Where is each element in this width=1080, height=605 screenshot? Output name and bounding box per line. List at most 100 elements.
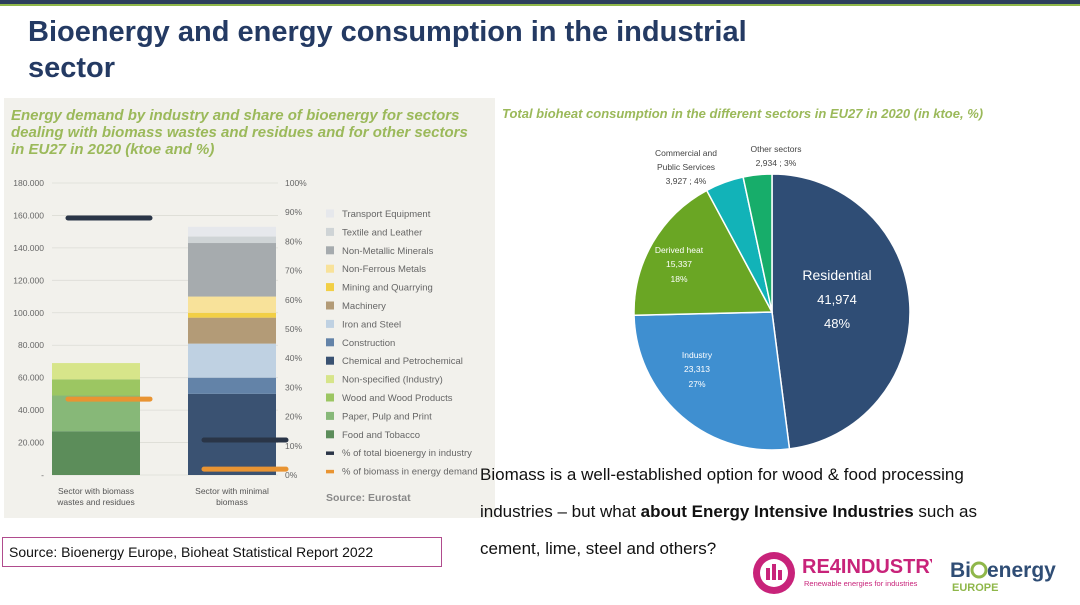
legend-label: Transport Equipment <box>342 209 431 220</box>
pie-label-value: 3,927 ; 4% <box>666 176 707 186</box>
legend-label: Iron and Steel <box>342 319 401 330</box>
y-tick-label: 140.000 <box>13 243 44 253</box>
pie-chart-title: Total bioheat consumption in the differe… <box>502 106 984 121</box>
pie-label-value: 15,337 <box>666 259 692 269</box>
bioenergy-logo-part-b: energy <box>987 559 1056 582</box>
bar-segment <box>188 312 276 318</box>
bar-chart-source: Source: Eurostat <box>326 492 411 504</box>
source-box: Source: Bioenergy Europe, Bioheat Statis… <box>2 537 442 567</box>
legend-swatch <box>326 283 334 292</box>
legend-label: Paper, Pulp and Print <box>342 411 432 422</box>
legend-label: % of biomass in energy demand <box>342 467 478 478</box>
bioenergy-logo-leaf-icon <box>970 561 988 579</box>
legend-swatch <box>326 375 334 384</box>
bar-segment <box>188 236 276 244</box>
y-tick-label: 80.000 <box>18 340 44 350</box>
legend-swatch <box>326 411 334 420</box>
body-text: Biomass is a well-established option for… <box>480 456 1040 567</box>
legend-swatch <box>326 430 334 439</box>
bar-segment <box>188 296 276 313</box>
legend-swatch <box>326 246 334 255</box>
pie-slice <box>633 189 774 317</box>
body-text-part1: Biomass is a well-established option for… <box>480 465 964 521</box>
body-text-part2: such as cement, lime, steel and others? <box>480 502 977 558</box>
y2-tick-label: 30% <box>285 382 302 392</box>
x-category-label: Sector with minimal biomass <box>195 486 269 507</box>
legend-swatch <box>326 393 334 402</box>
y2-tick-label: 90% <box>285 207 302 217</box>
pie-label-pct: 27% <box>688 379 705 389</box>
y-tick-label: 60.000 <box>18 373 44 383</box>
y-tick-label: 160.000 <box>13 210 44 220</box>
legend-label: % of total bioenergy in industry <box>342 448 472 459</box>
legend-label: Construction <box>342 338 395 349</box>
pie-slice <box>742 173 773 313</box>
legend-swatch <box>326 209 334 218</box>
pie-label-value: 2,934 ; 3% <box>756 158 797 168</box>
bar-segment <box>188 226 276 237</box>
bar-segment <box>52 379 140 396</box>
bar-segment <box>52 363 140 380</box>
legend-label: Non-Ferrous Metals <box>342 264 426 275</box>
legend-label: Chemical and Petrochemical <box>342 356 463 367</box>
top-accent-bar-green <box>0 4 1080 6</box>
re4industry-logo-subtext: Renewable energies for industries <box>804 579 918 588</box>
legend-label: Mining and Quarrying <box>342 283 433 294</box>
pie-label-name: Other sectors <box>750 144 801 154</box>
x-category-label: Sector with biomass wastes and residues <box>56 486 135 507</box>
y-tick-label: - <box>41 470 44 480</box>
y2-tick-label: 60% <box>285 295 302 305</box>
y2-tick-label: 80% <box>285 236 302 246</box>
bar-chart-title: Energy demand by industry and share of b… <box>11 107 468 158</box>
y2-tick-label: 0% <box>285 470 298 480</box>
legend-swatch <box>326 227 334 236</box>
pie-slice <box>633 311 791 451</box>
bioenergy-logo-subtext: EUROPE <box>952 582 998 594</box>
y2-tick-label: 100% <box>285 178 307 188</box>
legend-label: Non-Metallic Minerals <box>342 246 434 257</box>
pie-label-name: Industry <box>682 350 713 360</box>
y2-tick-label: 20% <box>285 412 302 422</box>
legend-label: Food and Tobacco <box>342 430 420 441</box>
pie-label-name: Derived heat <box>655 245 704 255</box>
legend-swatch <box>326 319 334 328</box>
bioenergy-logo-part-a: Bi <box>950 559 971 582</box>
pie-chart: Residential 41,974 48% Industry 23,313 27% Der… <box>633 144 911 451</box>
bar-segment <box>188 243 276 297</box>
legend-label: Textile and Leather <box>342 227 422 238</box>
top-accent-bar <box>0 0 1080 4</box>
pie-label-name: Public Services <box>657 162 715 172</box>
bar-segment <box>188 317 276 344</box>
y-tick-label: 100.000 <box>13 308 44 318</box>
pie-label-name: Residential <box>802 267 871 283</box>
legend-swatch <box>326 264 334 273</box>
legend-swatch <box>326 356 334 365</box>
legend-label: Wood and Wood Products <box>342 393 453 404</box>
y2-tick-label: 10% <box>285 441 302 451</box>
y-tick-label: 120.000 <box>13 275 44 285</box>
stacked-bar-chart: - 20.000 40.000 60.000 80.000 100.000 120.000 1… <box>13 178 478 507</box>
pie-label-pct: 18% <box>670 274 687 284</box>
re4industry-logo: RE4INDUSTRY Renewable energies for indus… <box>753 552 932 594</box>
body-text-bold: about Energy Intensive Industries <box>640 502 914 521</box>
bar-segment <box>188 393 276 475</box>
y-tick-label: 40.000 <box>18 405 44 415</box>
pie-label-pct: 48% <box>824 316 850 331</box>
pie-label-value: 41,974 <box>817 292 857 307</box>
y-tick-label: 180.000 <box>13 178 44 188</box>
bar-segment <box>188 343 276 378</box>
legend-swatch <box>326 338 334 347</box>
y2-tick-label: 70% <box>285 266 302 276</box>
bioenergy-europe-logo: Bi energy EUROPE <box>950 559 1056 594</box>
pie-label-name: Commercial and <box>655 148 717 158</box>
legend-label: Machinery <box>342 301 386 312</box>
y-tick-label: 20.000 <box>18 438 44 448</box>
pie-label-value: 23,313 <box>684 364 710 374</box>
re4industry-logo-text: RE4INDUSTRY <box>802 556 932 578</box>
y2-tick-label: 40% <box>285 353 302 363</box>
bar-segment <box>52 431 140 475</box>
slide-title: Bioenergy and energy consumption in the … <box>28 16 747 84</box>
y2-tick-label: 50% <box>285 324 302 334</box>
bar-segment <box>188 377 276 394</box>
legend-swatch <box>326 301 334 310</box>
